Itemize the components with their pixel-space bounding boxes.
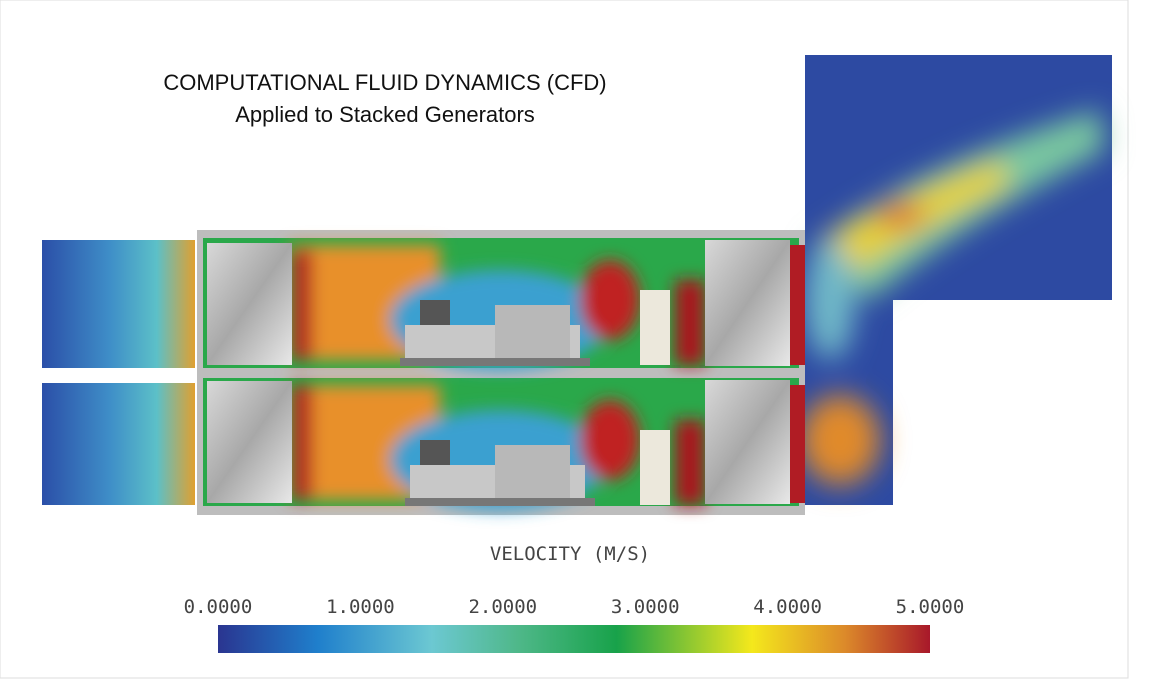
subtitle: Applied to Stacked Generators <box>235 102 535 127</box>
tick-label: 1.0000 <box>326 596 395 618</box>
colorbar <box>218 625 930 653</box>
colorbar-ticks: 0.0000 1.0000 2.0000 3.0000 4.0000 5.0000 <box>184 596 965 618</box>
tick-label: 3.0000 <box>611 596 680 618</box>
tick-label: 0.0000 <box>184 596 253 618</box>
cfd-image <box>42 55 1112 515</box>
tick-label: 4.0000 <box>753 596 822 618</box>
title: COMPUTATIONAL FLUID DYNAMICS (CFD) <box>163 70 606 95</box>
tick-label: 2.0000 <box>468 596 537 618</box>
tick-label: 5.0000 <box>896 596 965 618</box>
colorbar-label: VELOCITY (M/S) <box>490 543 650 565</box>
